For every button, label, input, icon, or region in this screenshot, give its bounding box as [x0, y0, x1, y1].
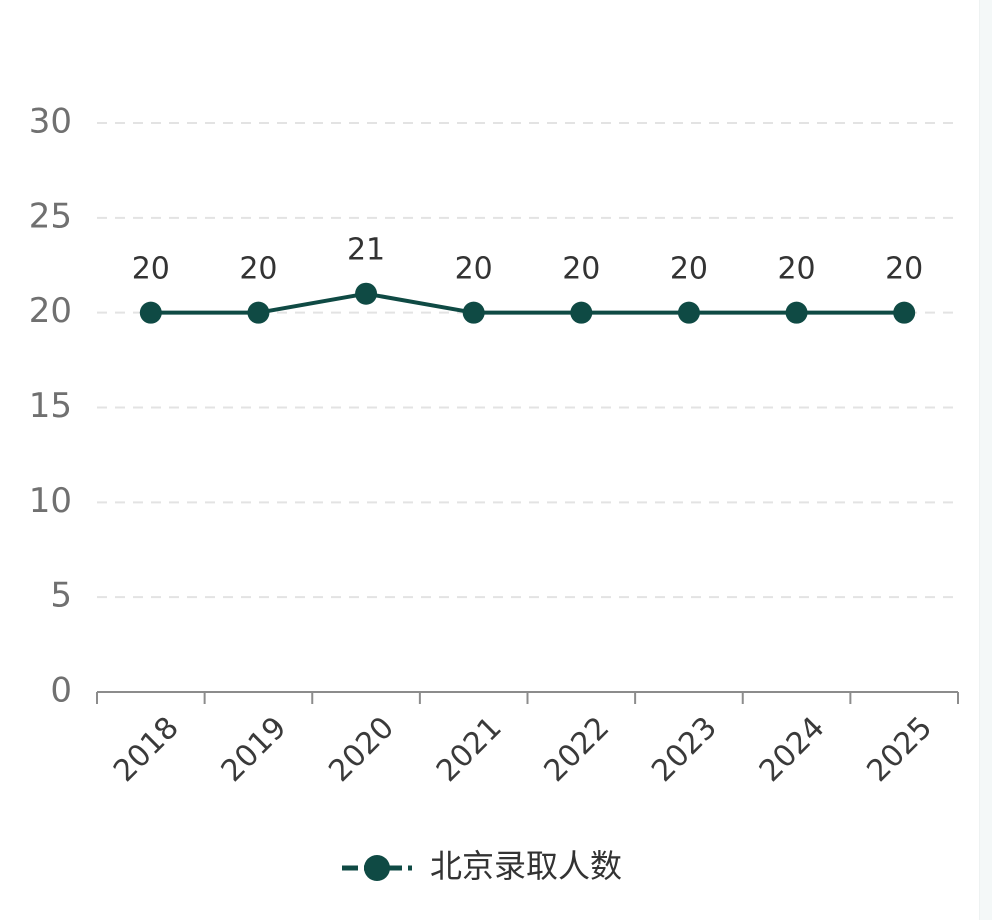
grid-lines [97, 122, 958, 599]
y-tick-label: 15 [29, 386, 72, 426]
legend-marker [364, 855, 390, 881]
y-tick-label: 25 [29, 196, 72, 236]
x-tick-label: 2024 [753, 710, 832, 789]
x-tick-label: 2021 [430, 710, 509, 789]
right-edge-strip [979, 0, 992, 920]
data-label: 20 [455, 252, 493, 287]
x-tick-label: 2019 [215, 710, 294, 789]
x-tick-label: 2018 [107, 710, 186, 789]
x-tick-label: 2022 [537, 710, 616, 789]
data-label: 20 [132, 252, 170, 287]
data-point[interactable] [570, 301, 593, 324]
data-point[interactable] [677, 301, 700, 324]
data-label: 20 [670, 252, 708, 287]
series-line [139, 282, 916, 324]
data-label: 20 [239, 252, 277, 287]
data-point[interactable] [462, 301, 485, 324]
y-tick-label: 10 [29, 481, 72, 521]
y-tick-label: 30 [29, 102, 72, 142]
data-label: 20 [562, 252, 600, 287]
data-labels: 20 20 21 20 20 20 20 20 [132, 233, 924, 287]
legend-label: 北京录取人数 [430, 847, 622, 885]
series-line-path [150, 291, 905, 315]
y-tick-label: 5 [50, 576, 72, 616]
y-tick-label: 0 [50, 671, 72, 711]
y-tick-label: 20 [29, 291, 72, 331]
data-label: 20 [777, 252, 815, 287]
x-tick-label: 2023 [645, 710, 724, 789]
data-point[interactable] [139, 301, 162, 324]
y-axis: 0 5 10 15 20 25 30 [29, 102, 72, 711]
data-point[interactable] [247, 301, 270, 324]
x-tick-label: 2025 [860, 710, 939, 789]
data-label: 21 [347, 233, 385, 268]
x-axis: 2018 2019 2020 2021 2022 2023 2024 2025 [96, 691, 959, 789]
data-point[interactable] [355, 282, 378, 305]
legend[interactable]: 北京录取人数 [342, 847, 622, 885]
data-point[interactable] [785, 301, 808, 324]
data-point[interactable] [893, 301, 916, 324]
x-tick-label: 2020 [322, 710, 401, 789]
data-label: 20 [885, 252, 923, 287]
